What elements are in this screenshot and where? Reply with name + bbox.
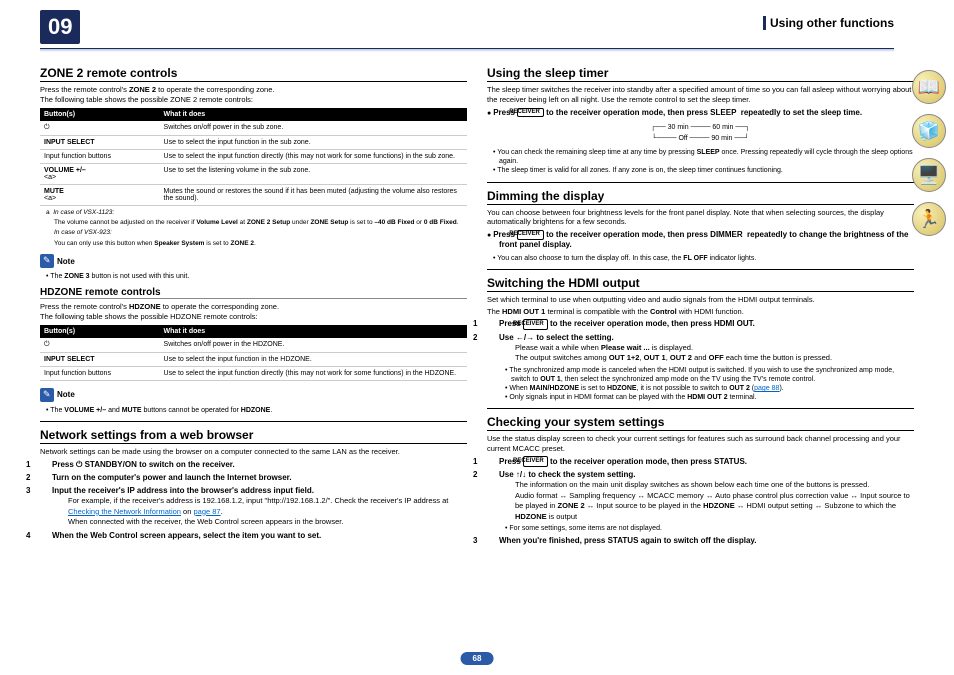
zone2-intro: Press the remote control's ZONE 2 to ope…	[40, 85, 467, 105]
hdmi-bullet: The synchronized amp mode is canceled wh…	[505, 366, 914, 384]
check-intro: Use the status display screen to check y…	[487, 434, 914, 454]
link-page-87[interactable]: page 87	[193, 507, 220, 516]
note-badge: Note	[40, 388, 75, 402]
footnote: a In case of VSX-1123:	[46, 209, 467, 217]
dimming-bullet: You can also choose to turn the display …	[493, 254, 914, 263]
step: 1Press ⏻ STANDBY/ON to switch on the rec…	[40, 459, 467, 470]
rule	[40, 421, 467, 422]
book-icon[interactable]: 📖	[912, 70, 946, 104]
dimming-step: Press RECEIVER to the receiver operation…	[487, 230, 914, 251]
hdmi-bullet: When MAIN/HDZONE is set to HDZONE, it is…	[505, 384, 914, 393]
running-icon[interactable]: 🏃	[912, 202, 946, 236]
link-network-info[interactable]: Checking the Network Information	[68, 507, 181, 516]
rule	[487, 269, 914, 270]
hdzone-intro: Press the remote control's HDZONE to ope…	[40, 302, 467, 322]
hdmi-heading: Switching the HDMI output	[487, 276, 914, 292]
step: 4When the Web Control screen appears, se…	[40, 530, 467, 541]
sidebar-nav: 📖 🧊 🖥️ 🏃	[912, 70, 946, 236]
right-column: Using the sleep timer The sleep timer sw…	[487, 60, 914, 548]
page-header: 09 Using other functions	[0, 0, 954, 44]
hdmi-bullet: Only signals input in HDMI format can be…	[505, 393, 914, 402]
note-icon	[40, 388, 54, 402]
chapter-number: 09	[40, 10, 80, 44]
step: 3When you're finished, press STATUS agai…	[487, 535, 914, 546]
footnote: The volume cannot be adjusted on the rec…	[54, 219, 467, 227]
rule	[487, 182, 914, 183]
note-label: Note	[57, 257, 75, 266]
header-title: Using other functions	[763, 16, 894, 30]
monitor-icon[interactable]: 🖥️	[912, 158, 946, 192]
check-heading: Checking your system settings	[487, 415, 914, 431]
hdmi-intro2: The HDMI OUT 1 terminal is compatible wi…	[487, 307, 914, 317]
note-badge: Note	[40, 254, 75, 268]
rule	[487, 408, 914, 409]
network-heading: Network settings from a web browser	[40, 428, 467, 444]
cube-icon[interactable]: 🧊	[912, 114, 946, 148]
hdmi-intro: Set which terminal to use when outputtin…	[487, 295, 914, 305]
step: 2Use ←/→ to select the setting. Please w…	[487, 332, 914, 364]
zone2-table: Button(s)What it does ⏻Switches on/off p…	[40, 108, 467, 206]
note-item: The VOLUME +/– and MUTE buttons cannot b…	[46, 406, 467, 415]
note-label: Note	[57, 390, 75, 399]
footnote: In case of VSX-923:	[54, 229, 467, 237]
left-column: ZONE 2 remote controls Press the remote …	[40, 60, 467, 548]
dimming-intro: You can choose between four brightness l…	[487, 208, 914, 228]
table-header: Button(s)	[40, 325, 160, 338]
sleep-step: Press RECEIVER to the receiver operation…	[487, 108, 914, 118]
hdzone-table: Button(s)What it does ⏻Switches on/off p…	[40, 325, 467, 381]
network-intro: Network settings can be made using the b…	[40, 447, 467, 457]
step: 2Turn on the computer's power and launch…	[40, 472, 467, 483]
table-header: What it does	[160, 108, 467, 121]
footnote: You can only use this button when Speake…	[54, 240, 467, 248]
sleep-bullet: The sleep timer is valid for all zones. …	[493, 166, 914, 175]
step: 2Use ↑/↓ to check the system setting. Th…	[487, 469, 914, 522]
dimming-heading: Dimming the display	[487, 189, 914, 205]
table-header: Button(s)	[40, 108, 160, 121]
note-icon	[40, 254, 54, 268]
check-bullet: For some settings, some items are not di…	[505, 524, 914, 533]
sleep-heading: Using the sleep timer	[487, 66, 914, 82]
step: 1Press RECEIVER to the receiver operatio…	[487, 456, 914, 467]
step: 1Press RECEIVER to the receiver operatio…	[487, 318, 914, 329]
sleep-diagram: ┌── 30 min ──── 60 min ──┐ └──── Off ───…	[487, 122, 914, 144]
page-number: 68	[461, 652, 494, 665]
step: 3Input the receiver's IP address into th…	[40, 485, 467, 528]
link-page-88[interactable]: page 88	[754, 385, 779, 392]
note-item: The ZONE 3 button is not used with this …	[46, 272, 467, 281]
sleep-intro: The sleep timer switches the receiver in…	[487, 85, 914, 105]
zone2-heading: ZONE 2 remote controls	[40, 66, 467, 82]
sleep-bullet: You can check the remaining sleep time a…	[493, 148, 914, 166]
hdzone-heading: HDZONE remote controls	[40, 287, 467, 299]
table-header: What it does	[160, 325, 467, 338]
